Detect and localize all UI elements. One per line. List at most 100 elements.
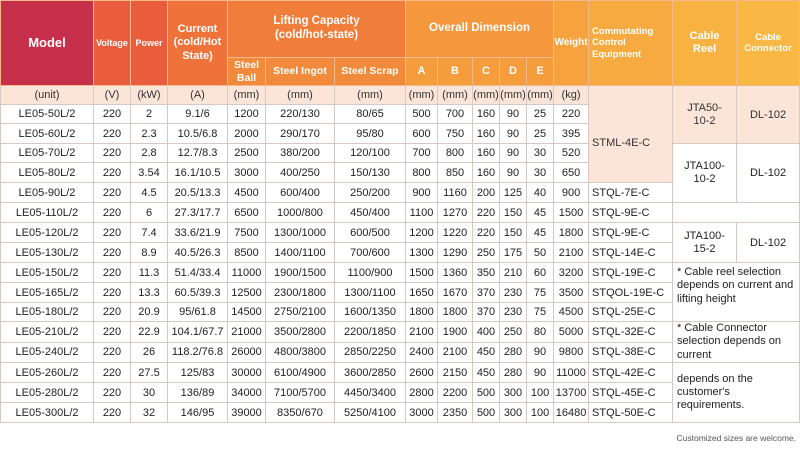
value-cell: 220 [93,202,131,223]
cable-reel-cell: JTA100-10-2 [672,143,738,203]
value-cell: 175 [499,242,527,263]
value-cell: 25 [525,104,555,124]
value-cell: 1200 [405,222,438,243]
value-cell: 2400 [405,341,438,364]
unit-cell: (mm) [499,85,527,105]
value-cell: 280 [499,362,527,384]
value-cell: 2500 [227,143,266,163]
cable-reel-cell: JTA100-15-2 [672,222,738,263]
unit-cell: (unit) [0,85,94,105]
value-cell: 500 [472,402,500,424]
value-cell: 750 [437,123,473,144]
unit-cell: (V) [93,85,131,105]
value-cell: 1900/1500 [265,262,335,283]
value-cell: 45 [525,222,555,243]
value-cell: 220 [93,402,131,424]
value-cell: 2600 [405,362,438,384]
value-cell: 120/100 [334,143,406,163]
value-cell: 450/400 [334,202,406,223]
model-cell: LE05-240L/2 [0,341,94,364]
header-dim-b: B [437,57,473,86]
value-cell: 220 [472,202,500,223]
value-cell: 33.6/21.9 [167,222,228,243]
value-cell: 290/170 [265,123,335,144]
value-cell: 6 [130,202,168,223]
value-cell: 3500/2800 [265,321,335,343]
commutating-cell: STQL-9E-C [588,202,674,223]
value-cell: 5250/4100 [334,402,406,424]
value-cell: 2300/1800 [265,282,335,303]
value-cell: 2850/2250 [334,341,406,364]
value-cell: 60 [525,262,555,283]
value-cell: 2.3 [130,123,168,144]
model-cell: LE05-60L/2 [0,123,94,144]
commutating-cell: STQL-42E-C [588,362,674,384]
value-cell: 160 [472,123,500,144]
value-cell: 39000 [227,402,266,424]
value-cell: 150 [499,222,527,243]
unit-cell: (mm) [437,85,473,105]
note-cable-connector: * Cable Connector selection depends on c… [672,320,800,364]
value-cell: 2.8 [130,143,168,163]
value-cell: 1800 [437,302,473,322]
value-cell: 4.5 [130,182,168,203]
value-cell: 380/200 [265,143,335,163]
unit-cell: (kW) [130,85,168,105]
value-cell: 2100 [437,341,473,364]
value-cell: 220 [93,362,131,384]
model-cell: LE05-80L/2 [0,162,94,183]
model-cell: LE05-210L/2 [0,321,94,343]
value-cell: 14500 [227,302,266,322]
value-cell: 4800/3800 [265,341,335,364]
header-cable-connector: Cable Connector [736,0,800,86]
value-cell: 700 [405,143,438,163]
table-row: LE05-80L/2 220 3.54 16.1/10.5 3000 400/250 150… [0,162,800,183]
value-cell: 90 [525,362,555,384]
value-cell: 118.2/76.8 [167,341,228,364]
value-cell: 40.5/26.3 [167,242,228,263]
commutating-cell: STQL-25E-C [588,302,674,322]
value-cell: 300 [499,402,527,424]
unit-cell: (mm) [405,85,438,105]
table-row: LE05-70L/2 220 2.8 12.7/8.3 2500 380/200 120/1… [0,143,800,203]
value-cell: 1900 [437,321,473,343]
value-cell: 220 [553,104,590,124]
table-row: LE05-240L/2 220 26 118.2/76.8 26000 4800/3800… [0,341,800,364]
value-cell: 25 [525,123,555,144]
value-cell: 9800 [553,341,590,364]
value-cell: 2800 [405,382,438,404]
table-row: LE05-260L/2 220 27.5 125/83 30000 6100/4900 36… [0,362,800,424]
value-cell: 3200 [553,262,590,283]
value-cell: 700 [437,104,473,124]
value-cell: 1270 [437,202,473,223]
value-cell: 2350 [437,402,473,424]
value-cell: 2200 [437,382,473,404]
value-cell: 125/83 [167,362,228,384]
value-cell: 520 [553,143,590,163]
header-model: Model [0,0,94,86]
value-cell: 220 [93,242,131,263]
value-cell: 30 [130,382,168,404]
value-cell: 100 [525,402,555,424]
value-cell: 395 [553,123,590,144]
header-current: Current (cold/Hot State) [167,0,228,86]
model-cell: LE05-260L/2 [0,362,94,384]
value-cell: 30 [525,143,555,163]
value-cell: 1160 [437,182,473,203]
value-cell: 2200/1850 [334,321,406,343]
table-row: LE05-300L/2 220 32 146/95 39000 8350/670 5250/… [0,402,800,424]
value-cell: 220 [93,104,131,124]
header-steel-scrap: Steel Scrap [334,57,406,86]
value-cell: 210 [499,262,527,283]
value-cell: 370 [472,302,500,322]
value-cell: 650 [553,162,590,183]
note-customer-requirements: depends on the customer's requirements. [672,362,800,424]
commutating-cell: STQL-14E-C [588,242,674,263]
value-cell: 1650 [405,282,438,303]
value-cell: 250 [472,242,500,263]
commutating-cell: STQL-50E-C [588,402,674,424]
value-cell: 400/250 [265,162,335,183]
table-row: LE05-210L/2 220 22.9 104.1/67.7 21000 3500/28… [0,320,800,364]
unit-cell: (mm) [472,85,500,105]
note-cable-reel: * Cable reel selection depends on curren… [672,262,800,322]
